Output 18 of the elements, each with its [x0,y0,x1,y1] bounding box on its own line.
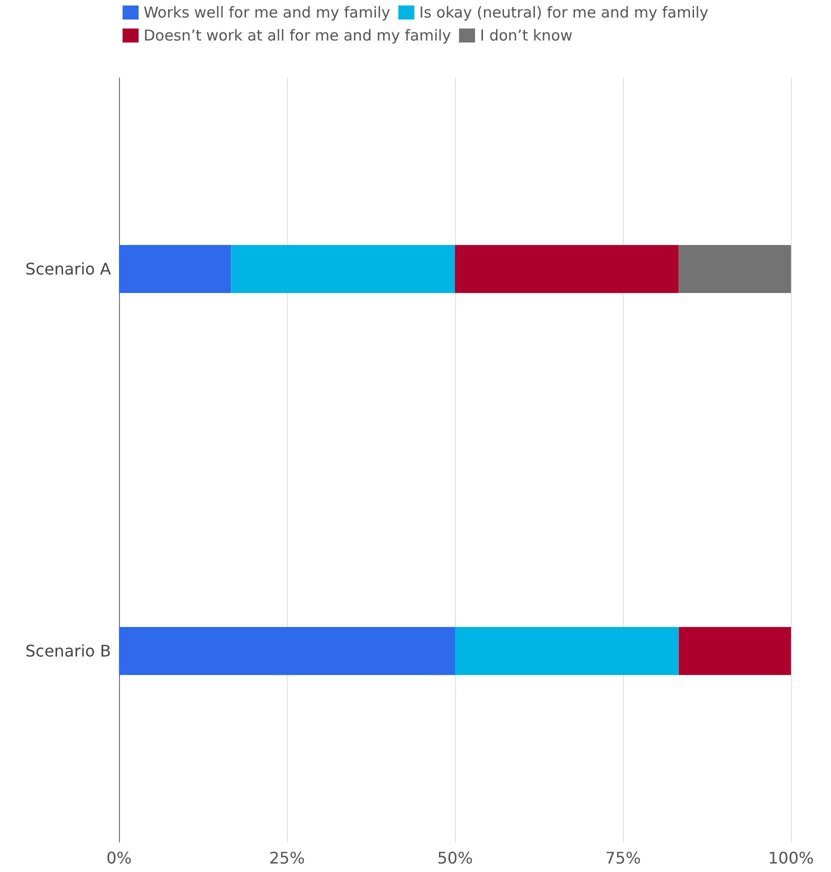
y-tick-label: Scenario A [25,260,112,278]
bar [119,627,455,675]
bar [678,245,791,293]
legend-label: I don’t know [480,26,572,44]
bar [455,245,679,293]
x-tick-label: 50% [437,848,473,868]
y-tick-label: Scenario B [25,642,111,660]
legend-label: Is okay (neutral) for me and my family [419,4,709,22]
bar [231,245,455,293]
x-tick-label: 0% [106,848,132,868]
legend-label: Doesn’t work at all for me and my family [144,26,452,44]
bar [119,245,232,293]
legend-label: Works well for me and my family [144,4,390,22]
x-tick-label: 100% [768,848,814,868]
bar [455,627,679,675]
bar [678,627,791,675]
x-tick-label: 75% [605,848,641,868]
x-tick-label: 25% [269,848,305,868]
